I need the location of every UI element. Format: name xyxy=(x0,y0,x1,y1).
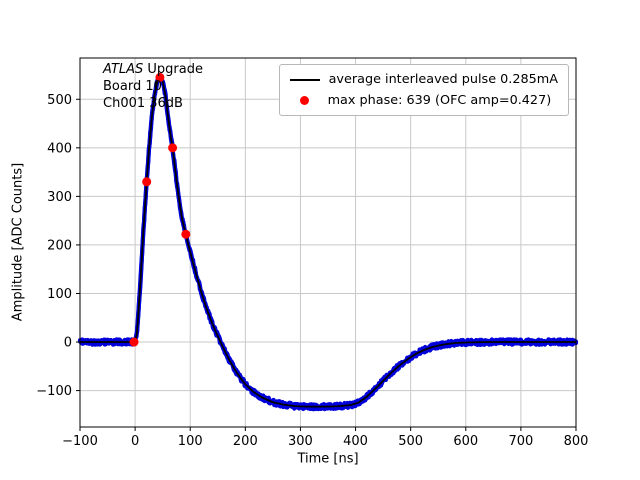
x-tick-label: 300 xyxy=(288,434,313,449)
max-phase-marker xyxy=(129,337,139,347)
y-axis-label: Amplitude [ADC Counts] xyxy=(10,162,26,322)
x-tick-label: 200 xyxy=(233,434,258,449)
max-phase-marker xyxy=(181,229,191,239)
legend-dot-swatch xyxy=(299,96,309,105)
x-tick-label: −100 xyxy=(62,434,98,449)
legend: average interleaved pulse 0.285mA max ph… xyxy=(278,64,569,116)
y-tick-label: 300 xyxy=(47,190,72,205)
max-phase-marker xyxy=(168,143,178,153)
pulse-band-series xyxy=(77,74,579,412)
annotation-line1: ATLAS Upgrade xyxy=(103,62,203,79)
x-tick-label: 0 xyxy=(131,434,139,449)
y-tick-label: 400 xyxy=(47,141,72,156)
x-tick-label: 800 xyxy=(564,434,589,449)
y-tick-label: 200 xyxy=(47,238,72,253)
y-tick-label: 100 xyxy=(47,287,72,302)
max-phase-marker xyxy=(142,177,152,187)
y-tick-label: −100 xyxy=(36,384,72,399)
annotation-upgrade: Upgrade xyxy=(143,62,203,77)
x-tick-label: 500 xyxy=(398,434,423,449)
annotation-atlas: ATLAS xyxy=(103,62,144,77)
annotation: ATLAS Upgrade Board 10 Ch001 36dB xyxy=(103,62,203,113)
annotation-line2: Board 10 xyxy=(103,78,162,94)
x-tick-label: 400 xyxy=(343,434,368,449)
x-tick-label: 700 xyxy=(508,434,533,449)
legend-line-swatch xyxy=(289,78,320,81)
average-pulse-line xyxy=(80,76,576,408)
y-tick-label: 500 xyxy=(47,93,72,108)
axes-frame xyxy=(79,57,577,428)
max-phase-marker xyxy=(155,72,165,82)
legend-label-maxphase: max phase: 639 (OFC amp=0.427) xyxy=(327,93,552,108)
x-axis-label: Time [ns] xyxy=(297,451,359,467)
pulse-band-series xyxy=(77,74,579,412)
legend-entry-maxphase: max phase: 639 (OFC amp=0.427) xyxy=(290,93,558,108)
x-tick-label: 100 xyxy=(178,434,203,449)
y-tick-label: 0 xyxy=(64,336,72,351)
x-tick-label: 600 xyxy=(453,434,478,449)
legend-entry-average: average interleaved pulse 0.285mA xyxy=(289,72,558,87)
annotation-line3: Ch001 36dB xyxy=(103,95,183,111)
legend-label-average: average interleaved pulse 0.285mA xyxy=(328,72,558,87)
